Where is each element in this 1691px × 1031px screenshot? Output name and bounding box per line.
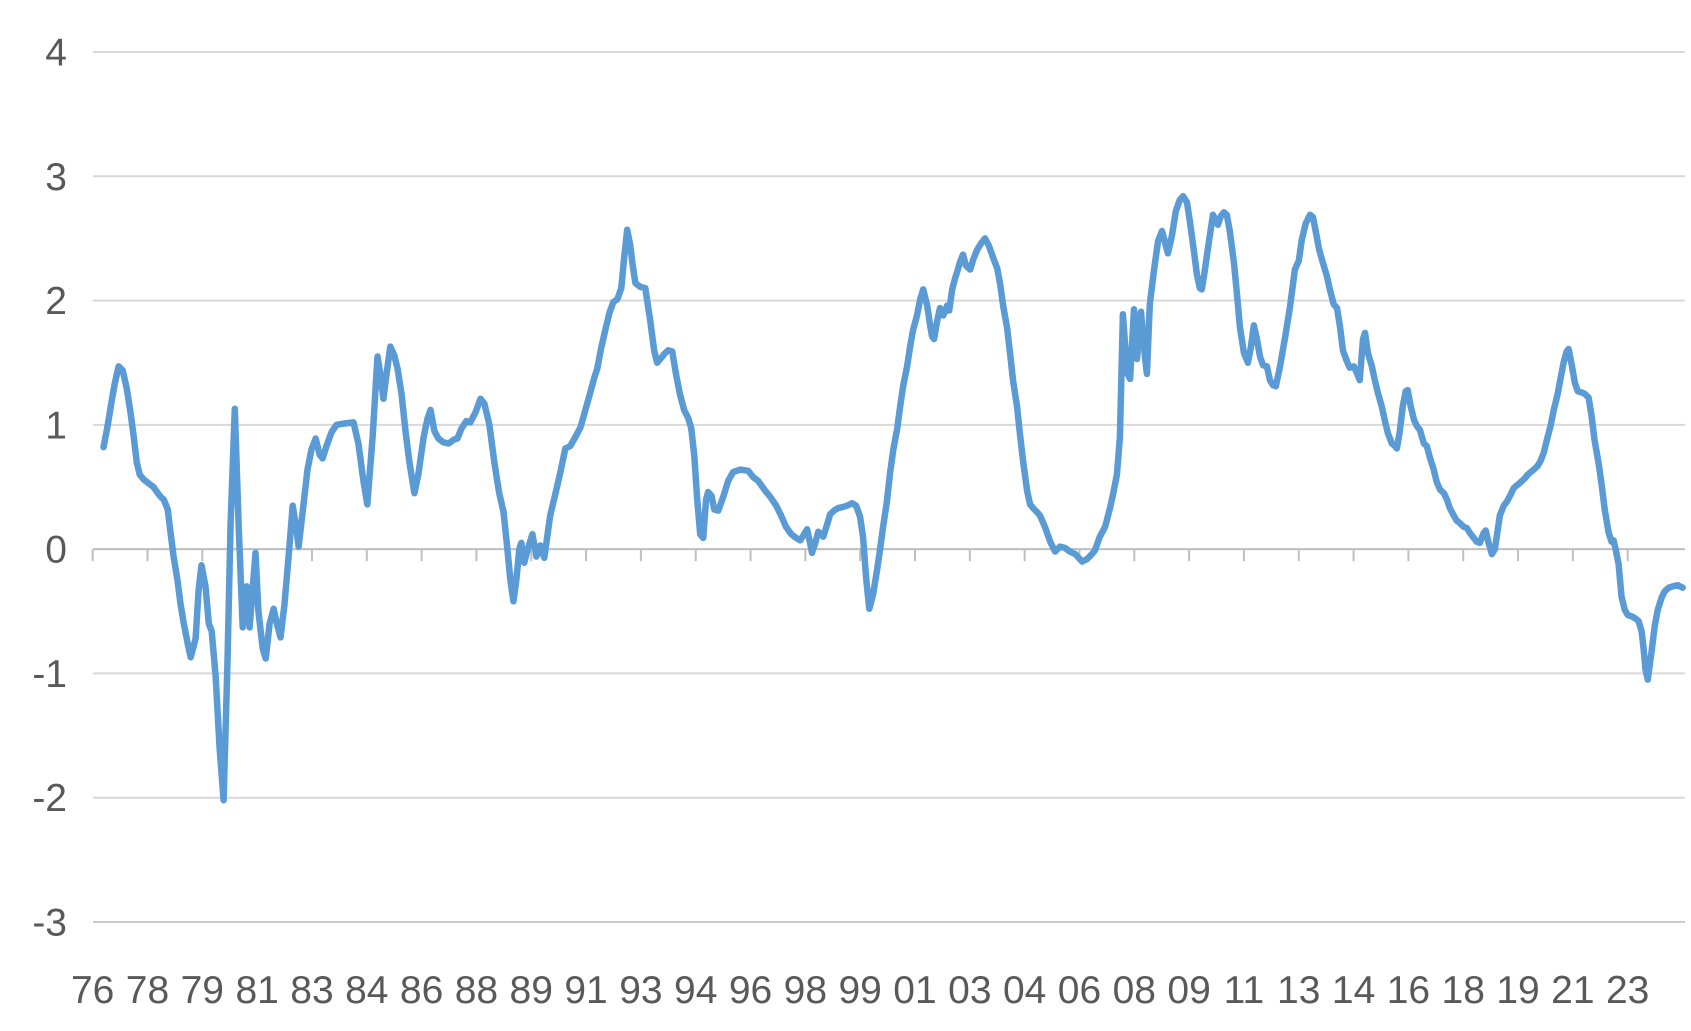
x-axis-tick-label: 14 bbox=[1332, 969, 1375, 1012]
x-axis-tick-label: 91 bbox=[564, 969, 607, 1012]
x-axis-tick-label: 23 bbox=[1606, 969, 1649, 1012]
y-axis-tick-label: -1 bbox=[32, 653, 67, 696]
x-axis-tick-label: 01 bbox=[893, 969, 936, 1012]
x-axis-tick-label: 98 bbox=[784, 969, 827, 1012]
x-axis-tick-label: 79 bbox=[181, 969, 224, 1012]
x-axis-tick-label: 89 bbox=[510, 969, 553, 1012]
x-axis-tick-label: 84 bbox=[345, 969, 388, 1012]
category-axis bbox=[91, 548, 1685, 562]
x-axis-tick-label: 06 bbox=[1058, 969, 1101, 1012]
x-axis-tick-label: 81 bbox=[235, 969, 278, 1012]
x-axis-tick-label: 96 bbox=[729, 969, 772, 1012]
data-series bbox=[100, 192, 1686, 804]
x-axis-tick-label: 04 bbox=[1003, 969, 1046, 1012]
x-axis-tick-label: 94 bbox=[674, 969, 717, 1012]
x-axis-tick-label: 88 bbox=[455, 969, 498, 1012]
x-axis-tick-label: 13 bbox=[1277, 969, 1320, 1012]
x-axis-labels: 76 78 79 81 83 84 86 88 89 91 93 94 96 98 99 01 03 04 06 08… bbox=[71, 969, 1649, 1012]
x-axis-tick-label: 09 bbox=[1167, 969, 1210, 1012]
y-axis-tick-label: 2 bbox=[45, 280, 67, 323]
y-axis-tick-label: 3 bbox=[45, 156, 67, 199]
y-axis-tick-label: 4 bbox=[45, 32, 67, 75]
x-axis-tick-label: 08 bbox=[1113, 969, 1156, 1012]
x-axis-tick-label: 11 bbox=[1224, 969, 1265, 1012]
x-axis-tick-label: 78 bbox=[126, 969, 169, 1012]
y-axis-labels: 4 3 2 1 0 -1 -2 -3 bbox=[32, 32, 67, 945]
x-axis-tick-label: 99 bbox=[838, 969, 881, 1012]
x-axis-tick-label: 93 bbox=[619, 969, 662, 1012]
y-axis-tick-label: -3 bbox=[32, 902, 67, 945]
x-axis-tick-label: 19 bbox=[1496, 969, 1539, 1012]
x-axis-tick-label: 83 bbox=[290, 969, 333, 1012]
x-axis-tick-label: 18 bbox=[1442, 969, 1485, 1012]
x-axis-tick-label: 21 bbox=[1551, 969, 1594, 1012]
y-axis-tick-label: 0 bbox=[45, 529, 67, 572]
x-axis-tick-label: 76 bbox=[71, 969, 114, 1012]
y-axis-tick-label: 1 bbox=[45, 404, 67, 447]
x-axis-tick-label: 03 bbox=[948, 969, 991, 1012]
x-axis-tick-label: 16 bbox=[1387, 969, 1430, 1012]
data-line bbox=[100, 192, 1686, 804]
y-axis-tick-label: -2 bbox=[32, 777, 67, 820]
x-axis-tick-label: 86 bbox=[400, 969, 443, 1012]
